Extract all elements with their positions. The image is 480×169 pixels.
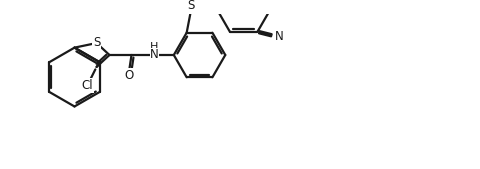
- Text: O: O: [124, 69, 133, 82]
- Text: N: N: [275, 30, 284, 43]
- Text: S: S: [188, 0, 195, 12]
- Text: S: S: [93, 36, 100, 49]
- Text: Cl: Cl: [82, 79, 93, 92]
- Text: H: H: [150, 42, 159, 52]
- Text: N: N: [150, 49, 159, 62]
